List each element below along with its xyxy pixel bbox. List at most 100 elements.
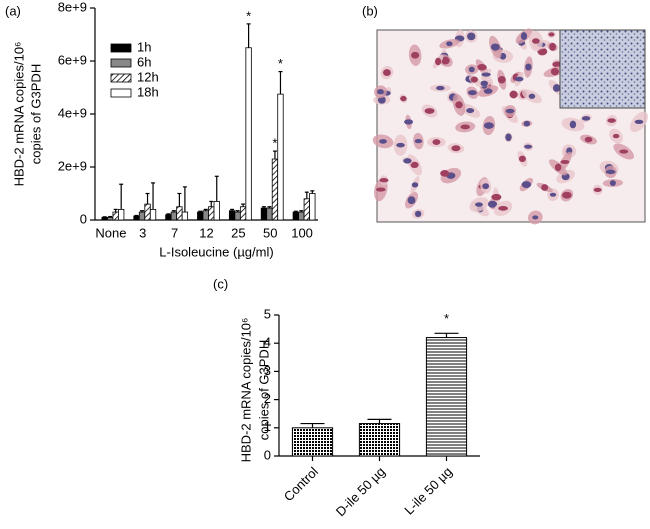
panel-label: (a)	[5, 3, 21, 18]
nucleus	[400, 95, 407, 102]
nucleus	[467, 90, 477, 96]
bar	[260, 207, 268, 221]
bar	[197, 211, 204, 221]
nucleus	[475, 202, 483, 207]
y-tick-label: 8e+9	[58, 0, 87, 14]
bar	[170, 211, 178, 221]
nucleus	[483, 88, 493, 94]
bar	[228, 210, 236, 221]
nucleus	[525, 63, 532, 71]
nucleus	[569, 120, 577, 129]
bar	[133, 215, 140, 221]
y-tick-label: 5	[264, 306, 271, 321]
nucleus	[451, 145, 461, 152]
nucleus	[548, 32, 555, 37]
y-tick-label: 4e+9	[58, 105, 87, 120]
nucleus	[584, 136, 593, 143]
nucleus	[497, 76, 506, 84]
bar	[425, 337, 468, 457]
nucleus	[532, 215, 539, 220]
y-tick-label: 1	[264, 419, 271, 434]
nucleus	[532, 38, 540, 44]
nucleus	[549, 42, 556, 51]
micrograph-inset	[559, 29, 646, 109]
nucleus	[549, 192, 557, 197]
nucleus	[607, 118, 616, 123]
nucleus	[377, 89, 384, 95]
nucleus	[435, 57, 442, 66]
nucleus	[480, 80, 488, 87]
nucleus	[414, 210, 422, 218]
nucleus	[560, 159, 570, 165]
nucleus	[424, 108, 435, 114]
significance-marker: *	[246, 8, 251, 23]
nucleus	[490, 43, 500, 51]
micrograph	[372, 28, 648, 225]
bar	[208, 206, 215, 221]
bar	[213, 201, 220, 221]
nucleus	[455, 101, 463, 109]
x-tick-label: 50	[263, 225, 277, 240]
nucleus	[403, 158, 412, 164]
nucleus	[554, 163, 562, 172]
nucleus	[550, 67, 560, 76]
nucleus	[514, 76, 524, 82]
x-tick-label: 12	[199, 225, 213, 240]
nucleus	[593, 187, 602, 192]
bar	[107, 216, 114, 221]
nucleus	[634, 119, 644, 125]
x-tick-label: 7	[171, 225, 178, 240]
bar	[309, 193, 316, 221]
x-tick-label: 100	[291, 225, 313, 240]
y-tick-label: 0	[80, 211, 87, 226]
y-tick-label: 2	[264, 391, 271, 406]
nucleus	[382, 69, 391, 76]
bar	[298, 211, 305, 221]
nucleus	[528, 93, 536, 99]
nucleus	[468, 66, 475, 73]
bar	[202, 210, 209, 221]
legend-label: 12h	[137, 69, 159, 84]
nucleus	[523, 120, 531, 127]
bar	[245, 47, 252, 221]
nucleus	[481, 72, 491, 77]
nucleus	[410, 161, 419, 168]
nucleus	[407, 196, 416, 205]
nucleus	[379, 178, 389, 183]
bar	[118, 208, 125, 221]
y-axis-label: copies of G3PDH	[256, 340, 271, 440]
nucleus	[483, 122, 494, 129]
y-tick-label: 0	[264, 447, 271, 462]
nucleus	[432, 139, 441, 145]
bar	[101, 216, 108, 221]
nucleus	[524, 144, 533, 149]
y-tick-label: 4	[264, 335, 271, 350]
nucleus	[612, 133, 620, 139]
bar	[266, 207, 273, 221]
significance-marker: *	[278, 56, 283, 71]
bar	[292, 211, 299, 221]
x-tick-label: D-ile 50 µg	[333, 464, 388, 519]
x-tick-label: 3	[139, 225, 146, 240]
y-axis-label: HBD-2 mRNA copies/10⁶	[238, 318, 253, 463]
bar	[291, 427, 334, 457]
x-axis-label: L-Isoleucine (µg/ml)	[159, 244, 273, 259]
x-tick-label: Control	[281, 464, 321, 504]
nucleus	[470, 76, 478, 83]
x-tick-label: 25	[231, 225, 245, 240]
nucleus	[505, 133, 512, 142]
bar	[149, 208, 157, 221]
nucleus	[411, 51, 420, 59]
legend-swatch	[110, 73, 132, 83]
nucleus	[414, 138, 423, 144]
nucleus	[482, 183, 490, 190]
bar	[239, 206, 247, 221]
nucleus	[609, 180, 616, 186]
bar	[181, 211, 189, 221]
y-tick-label: 6e+9	[58, 52, 87, 67]
legend-label: 1h	[137, 39, 151, 54]
nucleus	[467, 32, 476, 41]
nucleus	[411, 182, 419, 188]
nucleus	[491, 193, 502, 201]
